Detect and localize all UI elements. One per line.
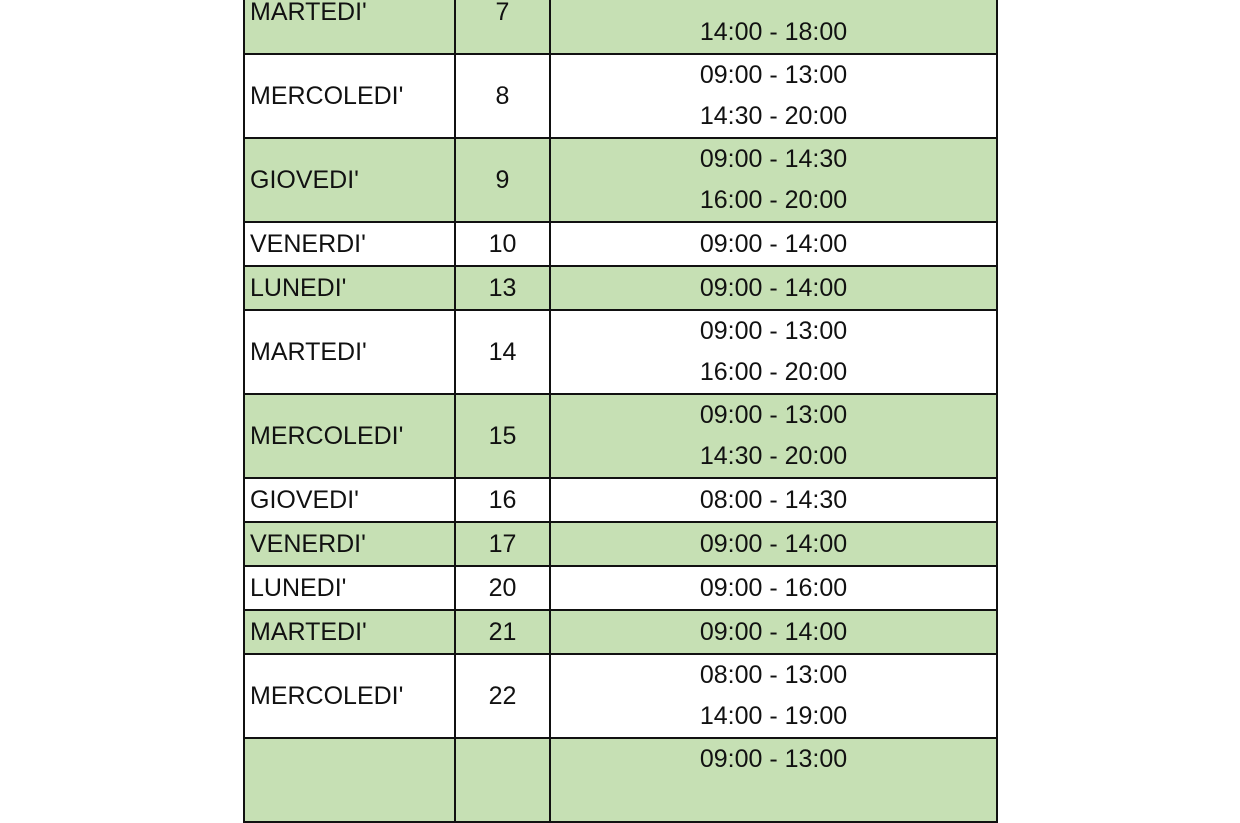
day-cell: MERCOLEDI': [243, 393, 456, 479]
hours-cell: 08:00 - 13:00 14:00 - 19:00: [549, 653, 998, 739]
time-range: 14:00 - 19:00: [699, 702, 848, 730]
time-range: 16:00 - 20:00: [699, 358, 848, 386]
day-cell: GIOVEDI': [243, 137, 456, 223]
table-row: GIOVEDI' 16 08:00 - 14:30: [243, 477, 998, 523]
date-cell: 13: [454, 265, 551, 311]
day-cell: MERCOLEDI': [243, 653, 456, 739]
time-range: 09:00 - 13:00: [699, 401, 848, 429]
date-cell: 10: [454, 221, 551, 267]
hours-cell: 09:00 - 14:00: [549, 265, 998, 311]
table-row: VENERDI' 17 09:00 - 14:00: [243, 521, 998, 567]
date-cell: 8: [454, 53, 551, 139]
table-row: VENERDI' 10 09:00 - 14:00: [243, 221, 998, 267]
hours-cell: 09:00 - 13:00 16:00 - 20:00: [549, 309, 998, 395]
time-range: 09:00 - 13:00: [551, 0, 996, 12]
time-range: 09:00 - 14:00: [699, 529, 848, 558]
day-cell: MARTEDI': [243, 0, 456, 55]
day-cell: MARTEDI': [243, 309, 456, 395]
time-range: 08:00 - 13:00: [699, 661, 848, 689]
day-cell: VENERDI': [243, 521, 456, 567]
date-cell: 22: [454, 653, 551, 739]
hours-cell: 09:00 - 14:30 16:00 - 20:00: [549, 137, 998, 223]
day-cell: MARTEDI': [243, 609, 456, 655]
table-row: MERCOLEDI' 22 08:00 - 13:00 14:00 - 19:00: [243, 653, 998, 739]
date-cell: 17: [454, 521, 551, 567]
date-cell: 15: [454, 393, 551, 479]
time-range: 09:00 - 16:00: [699, 573, 848, 602]
time-range: 09:00 - 13:00: [699, 317, 848, 345]
table-row: 09:00 - 13:00: [243, 737, 998, 823]
table-row: MARTEDI' 21 09:00 - 14:00: [243, 609, 998, 655]
hours-cell: 09:00 - 13:00 14:30 - 20:00: [549, 53, 998, 139]
date-cell: 20: [454, 565, 551, 611]
time-range: 14:30 - 20:00: [699, 102, 848, 130]
table-row: LUNEDI' 20 09:00 - 16:00: [243, 565, 998, 611]
hours-cell: 08:00 - 14:30: [549, 477, 998, 523]
date-cell: 9: [454, 137, 551, 223]
date-cell: 16: [454, 477, 551, 523]
day-cell: LUNEDI': [243, 565, 456, 611]
time-range: [551, 780, 996, 821]
hours-cell: 09:00 - 14:00: [549, 521, 998, 567]
hours-cell: 09:00 - 13:00: [549, 737, 998, 823]
time-range: 09:00 - 14:00: [699, 273, 848, 302]
time-range: 14:00 - 18:00: [699, 18, 848, 46]
table-row: MERCOLEDI' 8 09:00 - 13:00 14:30 - 20:00: [243, 53, 998, 139]
day-cell: LUNEDI': [243, 265, 456, 311]
time-range: 16:00 - 20:00: [699, 186, 848, 214]
time-range: 09:00 - 14:00: [699, 229, 848, 258]
table-row: MARTEDI'709:00 - 13:00 14:00 - 18:00: [243, 0, 998, 55]
day-cell: MERCOLEDI': [243, 53, 456, 139]
time-range: 14:30 - 20:00: [699, 442, 848, 470]
table-row: MERCOLEDI' 15 09:00 - 13:00 14:30 - 20:00: [243, 393, 998, 479]
day-cell: VENERDI': [243, 221, 456, 267]
date-cell: 21: [454, 609, 551, 655]
hours-cell: 09:00 - 13:00 14:00 - 18:00: [549, 0, 998, 55]
day-cell: GIOVEDI': [243, 477, 456, 523]
hours-cell: 09:00 - 14:00: [549, 221, 998, 267]
date-cell: [454, 737, 551, 823]
time-range: 08:00 - 14:30: [699, 485, 848, 514]
hours-cell: 09:00 - 16:00: [549, 565, 998, 611]
hours-cell: 09:00 - 14:00: [549, 609, 998, 655]
time-range: 09:00 - 14:30: [699, 145, 848, 173]
table-row: GIOVEDI' 9 09:00 - 14:30 16:00 - 20:00: [243, 137, 998, 223]
date-cell: 14: [454, 309, 551, 395]
table-row: MARTEDI' 14 09:00 - 13:00 16:00 - 20:00: [243, 309, 998, 395]
table-row: LUNEDI' 13 09:00 - 14:00: [243, 265, 998, 311]
time-range: 09:00 - 13:00: [699, 61, 848, 89]
day-cell: [243, 737, 456, 823]
time-range: 09:00 - 14:00: [699, 617, 848, 646]
date-cell: 7: [454, 0, 551, 55]
hours-cell: 09:00 - 13:00 14:30 - 20:00: [549, 393, 998, 479]
